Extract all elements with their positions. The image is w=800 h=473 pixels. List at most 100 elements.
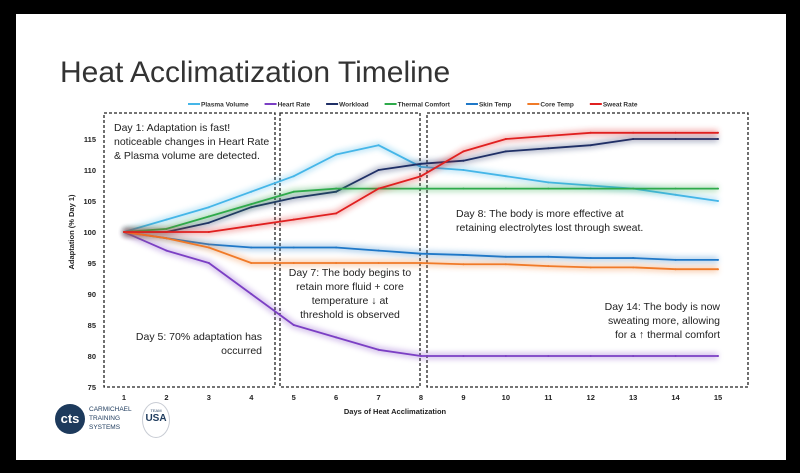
data-point xyxy=(674,187,677,190)
x-tick-label: 8 xyxy=(419,393,423,402)
data-point xyxy=(547,181,550,184)
x-tick-label: 1 xyxy=(122,393,126,402)
data-point xyxy=(717,138,719,140)
data-point xyxy=(250,293,253,295)
data-point xyxy=(165,231,168,233)
data-point xyxy=(377,249,380,252)
legend-item: Skin Temp xyxy=(465,102,511,109)
data-point xyxy=(632,257,635,260)
data-point xyxy=(292,218,295,221)
legend-label: Plasma Volume xyxy=(201,102,249,109)
data-point xyxy=(420,175,422,178)
data-point xyxy=(420,187,422,190)
annotation-line: retain more fluid + core xyxy=(296,281,404,293)
data-point xyxy=(377,169,380,171)
data-point xyxy=(589,187,592,190)
data-point xyxy=(462,355,465,357)
legend-item: Heart Rate xyxy=(264,102,311,109)
data-point xyxy=(335,246,338,249)
data-point xyxy=(462,253,465,256)
data-point xyxy=(547,355,550,357)
annotation-line: threshold is observed xyxy=(300,309,400,321)
legend-label: Workload xyxy=(339,102,369,109)
series-heart-rate xyxy=(122,229,719,359)
annotation-day8: Day 8: The body is more effective at ret… xyxy=(456,207,643,235)
data-point xyxy=(335,212,338,215)
phase-box-3 xyxy=(426,112,749,388)
x-tick-label: 6 xyxy=(334,393,338,402)
data-point xyxy=(674,355,677,357)
data-point xyxy=(335,336,338,339)
data-point xyxy=(250,190,253,193)
data-point xyxy=(165,237,168,240)
data-point xyxy=(547,134,550,137)
data-point xyxy=(420,355,422,357)
cts-logo-mark: cts xyxy=(55,404,85,434)
legend-item: Plasma Volume xyxy=(188,102,249,109)
data-point xyxy=(504,138,507,140)
annotation-line: Day 8: The body is more effective at xyxy=(456,208,624,220)
data-point xyxy=(377,187,380,190)
series-thermal-comfort xyxy=(123,185,719,235)
cts-logo-text: CARMICHAEL TRAINING SYSTEMS xyxy=(89,406,132,431)
data-point xyxy=(674,131,677,134)
data-point xyxy=(717,131,719,134)
team-usa-logo: TEAM USA xyxy=(142,402,170,438)
data-point xyxy=(504,355,507,357)
annotation-day5: Day 5: 70% adaptation has occurred xyxy=(130,330,262,358)
team-usa-team-text: TEAM xyxy=(150,408,162,413)
data-point xyxy=(589,355,592,357)
data-point xyxy=(504,175,507,178)
legend-label: Thermal Comfort xyxy=(398,102,451,109)
y-tick-label: 90 xyxy=(88,290,96,299)
slide-title: Heat Acclimatization Timeline xyxy=(60,56,451,89)
x-tick-label: 2 xyxy=(164,393,168,402)
legend-label: Core Temp xyxy=(540,102,573,109)
data-point xyxy=(420,262,422,264)
annotation-day14: Day 14: The body is now sweating more, a… xyxy=(570,300,720,342)
data-point xyxy=(292,262,295,264)
annotation-day1: Day 1: Adaptation is fast! noticeable ch… xyxy=(114,121,269,163)
y-tick-label: 100 xyxy=(83,228,96,237)
data-point xyxy=(717,258,719,261)
annotation-line: noticeable changes in Heart Rate xyxy=(114,136,270,148)
data-point xyxy=(377,348,380,351)
series-sweat-rate xyxy=(123,129,719,235)
legend-item: Core Temp xyxy=(527,102,574,109)
data-point xyxy=(547,265,550,268)
data-point xyxy=(165,249,168,252)
data-point xyxy=(207,215,210,218)
data-point xyxy=(547,187,550,190)
y-tick-label: 85 xyxy=(88,321,96,330)
annotation-line: Day 5: 70% adaptation has xyxy=(135,331,262,343)
y-tick-label: 115 xyxy=(84,135,96,144)
data-point xyxy=(207,206,210,209)
data-point xyxy=(632,187,635,190)
data-point xyxy=(250,203,253,206)
data-point xyxy=(250,224,253,227)
legend-item: Workload xyxy=(326,102,369,109)
data-point xyxy=(589,131,592,134)
data-point xyxy=(504,150,507,153)
legend-label: Heart Rate xyxy=(278,102,311,109)
data-point xyxy=(292,324,295,326)
x-tick-label: 12 xyxy=(587,393,595,402)
annotation-line: retaining electrolytes lost through swea… xyxy=(456,222,644,234)
data-point xyxy=(292,175,295,178)
annotation-line: & Plasma volume are detected. xyxy=(114,150,260,162)
data-point xyxy=(717,355,719,357)
y-tick-label: 80 xyxy=(88,352,96,361)
annotation-line: temperature ↓ at xyxy=(311,295,389,307)
data-point xyxy=(207,231,210,233)
data-point xyxy=(377,144,380,147)
x-tick-label: 5 xyxy=(292,393,296,402)
x-tick-label: 14 xyxy=(671,393,680,402)
data-point xyxy=(462,263,465,266)
data-point xyxy=(335,187,338,190)
data-point xyxy=(462,159,465,162)
series-core-temp xyxy=(123,229,719,273)
legend-item: Sweat Rate xyxy=(589,102,638,109)
x-tick-label: 9 xyxy=(461,393,465,402)
data-point xyxy=(674,138,677,140)
